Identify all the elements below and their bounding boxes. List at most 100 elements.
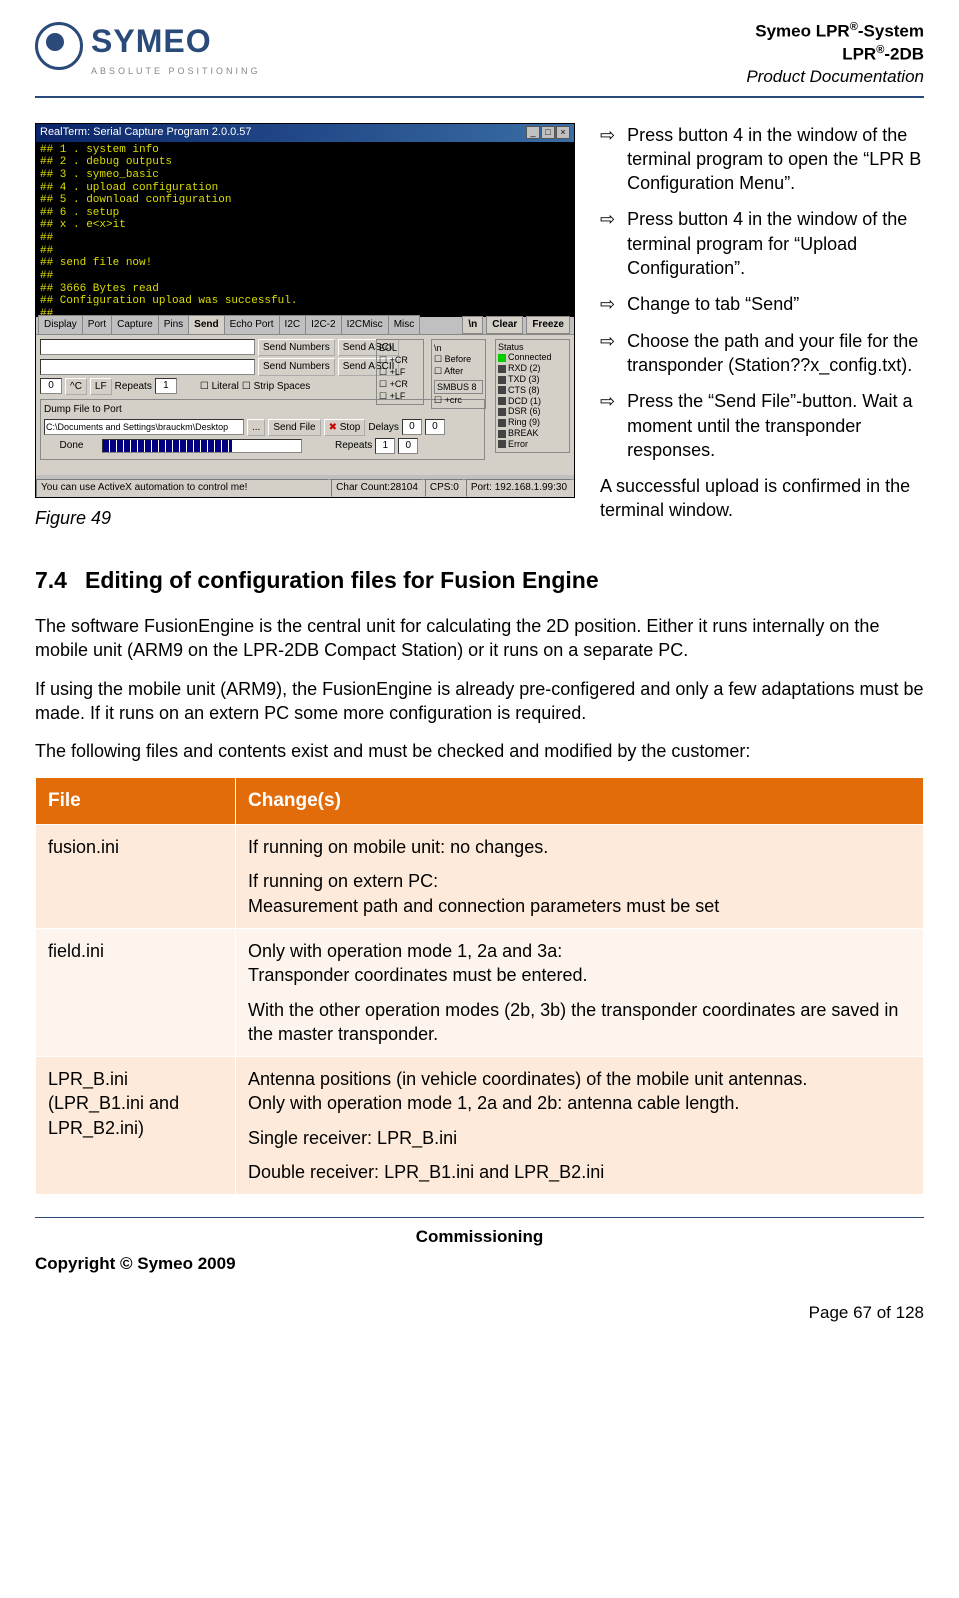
instruction-item: ⇨Press button 4 in the window of the ter… [600,207,924,280]
tab-capture[interactable]: Capture [111,315,159,334]
instruction-after: A successful upload is confirmed in the … [600,474,924,523]
th-file: File [36,778,236,825]
tab-echoport[interactable]: Echo Port [224,315,280,334]
stop-icon: ✖ [329,422,337,433]
maximize-icon[interactable]: □ [541,126,555,139]
instruction-list: ⇨ Press button 4 in the window of the ter… [600,123,924,463]
zero-field[interactable]: 0 [40,378,62,394]
tab-i2cmisc[interactable]: I2CMisc [341,315,389,334]
status-rxd: RXD (2) [508,363,541,373]
minimize-icon[interactable]: _ [526,126,540,139]
tab-display[interactable]: Display [38,315,83,334]
window-title: RealTerm: Serial Capture Program 2.0.0.5… [40,125,252,140]
arrow-icon: ⇨ [600,389,615,462]
reg1: ® [850,21,858,33]
eol-cr1[interactable]: +CR [390,355,408,365]
ctrl-c-button[interactable]: ^C [65,378,87,396]
strip-spaces-check[interactable]: Strip Spaces [254,381,311,392]
eol-cr2[interactable]: +CR [390,379,408,389]
eol-lf2[interactable]: +LF [390,391,406,401]
cell-file: fusion.ini [36,825,236,929]
statusbar-cps: CPS:0 [425,479,464,497]
instruction-text: Press the “Send File”-button. Wait a mom… [627,389,924,462]
page-header: SYMEO ABSOLUTE POSITIONING Symeo LPR®-Sy… [35,20,924,88]
tab-i2c2[interactable]: I2C-2 [305,315,341,334]
body-paragraph: The software FusionEngine is the central… [35,614,924,663]
status-error: Error [508,439,528,449]
instruction-text: Choose the path and your file for the tr… [627,329,924,378]
status-ring: Ring (9) [508,417,540,427]
title-line3: Product Documentation [746,66,924,88]
freeze-button[interactable]: Freeze [526,316,570,334]
table-row: LPR_B.ini (LPR_B1.ini and LPR_B2.ini) An… [36,1057,924,1195]
repeats2-label: Repeats [335,439,372,453]
instruction-item: ⇨Press button 4 in the window of the ter… [600,123,924,196]
repeats3-field[interactable]: 0 [398,438,418,454]
clear-button[interactable]: Clear [486,316,523,334]
tab-misc[interactable]: Misc [388,315,421,334]
page-number: Page 67 of 128 [35,1302,924,1325]
body-paragraph: If using the mobile unit (ARM9), the Fus… [35,677,924,726]
table-row: fusion.ini If running on mobile unit: no… [36,825,924,929]
window-statusbar: You can use ActiveX automation to contro… [36,479,574,497]
cell-changes: Antenna positions (in vehicle coordinate… [236,1057,924,1195]
cell-changes: Only with operation mode 1, 2a and 3a: T… [236,928,924,1056]
statusbar-charcount: Char Count:28104 [331,479,423,497]
tab-port[interactable]: Port [82,315,112,334]
section-title: Editing of configuration files for Fusio… [85,567,599,593]
tab-pins[interactable]: Pins [158,315,189,334]
doc-title: Symeo LPR®-System LPR®-2DB Product Docum… [746,20,924,88]
window-titlebar: RealTerm: Serial Capture Program 2.0.0.5… [36,124,574,142]
title-line2b: -2DB [884,44,924,63]
body-paragraph: The following files and contents exist a… [35,739,924,763]
footer-rule [35,1217,924,1218]
delay1-field[interactable]: 0 [402,419,422,435]
cell-file: field.ini [36,928,236,1056]
eol-lf1[interactable]: +LF [390,367,406,377]
stop-label: Stop [340,422,361,433]
send-input-2[interactable] [40,359,255,375]
crc-check[interactable]: +crc [445,395,462,405]
repeats-label: Repeats [115,380,152,394]
status-break: BREAK [508,428,539,438]
logo-name: SYMEO [91,20,261,63]
literal-check[interactable]: Literal [212,381,239,392]
page-footer: Commissioning Copyright © Symeo 2009 Pag… [35,1217,924,1325]
lf-button[interactable]: LF [90,378,112,396]
browse-button[interactable]: ... [247,419,265,437]
change-text: If running on extern PC: Measurement pat… [248,869,911,918]
close-icon[interactable]: × [556,126,570,139]
section-number: 7.4 [35,567,67,593]
status-connected: Connected [508,352,552,362]
repeats-field[interactable]: 1 [155,378,177,394]
title-line1a: Symeo LPR [755,22,849,41]
change-text: With the other operation modes (2b, 3b) … [248,998,911,1047]
status-box: Status Connected RXD (2) TXD (3) CTS (8)… [495,339,570,453]
send-numbers-button-1[interactable]: Send Numbers [258,339,335,357]
instruction-text: Press button 4 in the window of the term… [627,123,924,196]
logo-tagline: ABSOLUTE POSITIONING [91,65,261,77]
delays-label: Delays [368,421,399,435]
tab-send[interactable]: Send [188,315,224,334]
repeats2-field[interactable]: 1 [375,438,395,454]
footer-section: Commissioning [35,1226,924,1249]
status-dcd: DCD (1) [508,396,541,406]
eol-label: EOL [379,342,421,354]
newline-button[interactable]: \n [462,316,483,334]
before-check[interactable]: Before [445,354,472,364]
logo: SYMEO ABSOLUTE POSITIONING [35,20,261,77]
send-input-1[interactable] [40,339,255,355]
status-txd: TXD (3) [508,374,540,384]
tab-i2c[interactable]: I2C [279,315,307,334]
send-file-button[interactable]: Send File [268,419,320,437]
after-check[interactable]: After [444,366,463,376]
logo-icon [35,22,83,70]
terminal-output: ## 1 . system info ## 2 . debug outputs … [36,142,574,317]
send-numbers-button-2[interactable]: Send Numbers [258,358,335,376]
file-path-input[interactable]: C:\Documents and Settings\brauckm\Deskto… [44,419,244,435]
statusbar-msg: You can use ActiveX automation to contro… [36,479,329,497]
stop-button[interactable]: ✖ Stop [324,419,366,437]
progress-bar [102,439,302,453]
delay2-field[interactable]: 0 [425,419,445,435]
smbus-select[interactable]: SMBUS 8 [434,380,483,394]
